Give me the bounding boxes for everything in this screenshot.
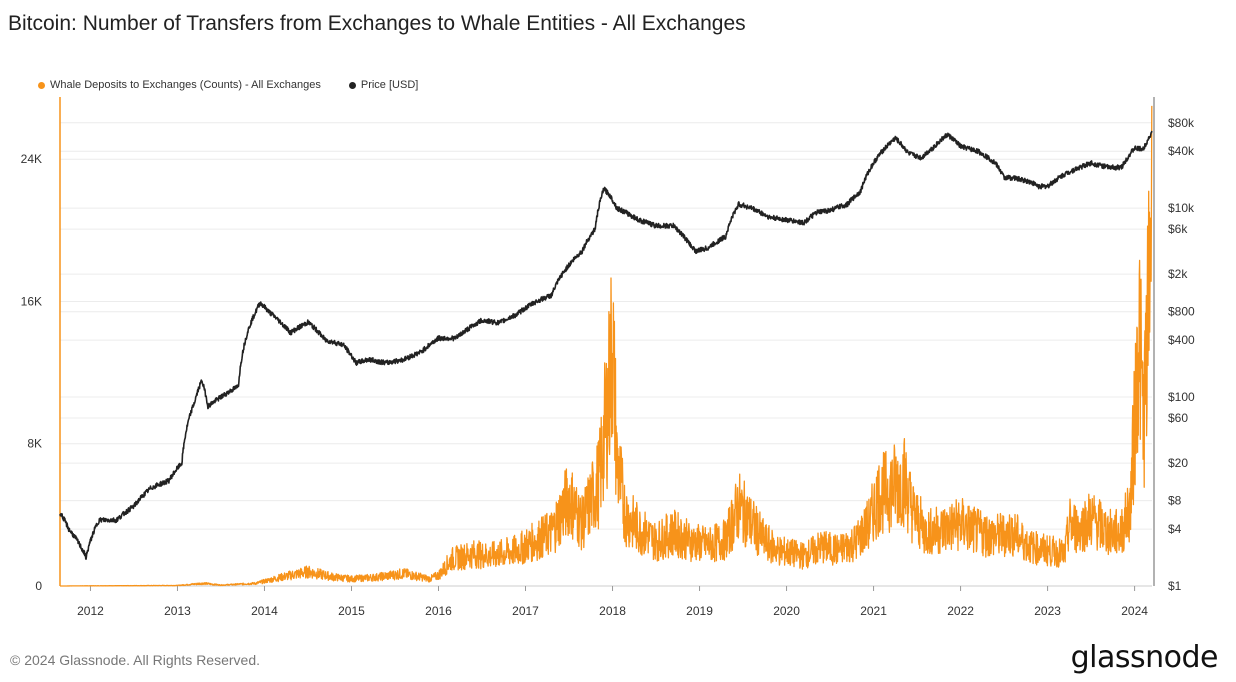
series-price-line — [59, 130, 1153, 560]
x-tick-label-5: 2017 — [512, 604, 539, 618]
x-tick-label-11: 2023 — [1034, 604, 1061, 618]
y-right-tick-label-0: $1 — [1168, 579, 1182, 593]
y-left-tick-label-2: 16K — [21, 294, 42, 308]
legend-deposits-marker — [38, 81, 45, 89]
x-tick-label-10: 2022 — [947, 604, 974, 618]
y-left-tick-label-0: 0 — [35, 579, 42, 593]
chart-title: Bitcoin: Number of Transfers from Exchan… — [8, 12, 746, 35]
x-tick-label-8: 2020 — [773, 604, 800, 618]
y-left-tick-label-3: 24K — [21, 152, 42, 166]
y-right-tick-label-5: $100 — [1168, 390, 1195, 404]
y-right-tick-label-10: $10k — [1168, 201, 1195, 215]
y-right-tick-label-2: $8 — [1168, 494, 1182, 508]
x-tick-label-4: 2016 — [425, 604, 452, 618]
y-left-tick-label-1: 8K — [27, 437, 42, 451]
y-right-tick-label-4: $60 — [1168, 411, 1188, 425]
legend-item-price[interactable]: Price [USD] — [348, 79, 419, 91]
x-tick-label-0: 2012 — [77, 604, 104, 618]
y-right-tick-label-7: $800 — [1168, 305, 1195, 319]
series-whale-deposits-line — [59, 105, 1153, 587]
x-tick-label-7: 2019 — [686, 604, 713, 618]
legend-deposits-label: Whale Deposits to Exchanges (Counts) - A… — [50, 79, 321, 91]
chart-canvas[interactable]: 0 8K 16K 24K $1 $4 $8 $20 $60 $100 $400 $800 $2k $6k $… — [0, 0, 1236, 640]
x-tick-label-12: 2024 — [1121, 604, 1148, 618]
brand-logo: glassnode — [1070, 640, 1219, 675]
copyright-text: © 2024 Glassnode. All Rights Reserved. — [10, 652, 261, 668]
legend-price-label: Price [USD] — [360, 79, 419, 91]
y-right-tick-label-11: $40k — [1168, 144, 1195, 158]
y-right-tick-label-1: $4 — [1168, 522, 1182, 536]
x-tick-label-9: 2021 — [860, 604, 887, 618]
chart-legend: Whale Deposits to Exchanges (Counts) - A… — [38, 79, 418, 91]
y-right-tick-label-3: $20 — [1168, 456, 1188, 470]
y-right-tick-label-9: $6k — [1168, 222, 1188, 236]
y-right-tick-label-6: $400 — [1168, 333, 1195, 347]
y-right-tick-label-8: $2k — [1168, 267, 1188, 281]
legend-price-marker — [348, 81, 356, 89]
legend-item-deposits[interactable]: Whale Deposits to Exchanges (Counts) - A… — [38, 79, 321, 91]
y-right-tick-label-12: $80k — [1168, 116, 1195, 130]
x-tick-label-3: 2015 — [338, 604, 365, 618]
x-tick-label-6: 2018 — [599, 604, 626, 618]
x-tick-label-1: 2013 — [164, 604, 191, 618]
x-tick-label-2: 2014 — [251, 604, 278, 618]
